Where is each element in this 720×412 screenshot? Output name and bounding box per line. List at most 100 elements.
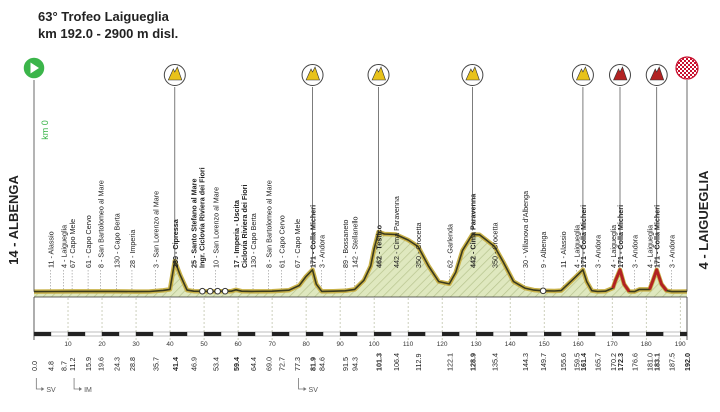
mountain-icon bbox=[649, 66, 665, 81]
km-zero-label: km 0 bbox=[40, 120, 50, 140]
checkered-flag-icon bbox=[675, 56, 699, 80]
km-label: 192.0 bbox=[683, 353, 692, 371]
km-label: 187.5 bbox=[668, 353, 677, 371]
scale-segment bbox=[544, 331, 562, 337]
waypoint-label: 9 - Albenga bbox=[539, 232, 548, 268]
waypoint-label: 3 - Andora bbox=[668, 235, 677, 268]
race-name: 63° Trofeo Laigueglia bbox=[38, 9, 169, 24]
waypoint-label: 61 - Capo Cervo bbox=[84, 215, 93, 268]
waypoint-label: 350 - Crocetta bbox=[491, 222, 500, 268]
waypoint-label: 171 - Colla Micheri bbox=[653, 205, 662, 268]
km-label: 181.0 bbox=[646, 353, 655, 371]
mountain-icon bbox=[613, 66, 628, 81]
km-label: 11.2 bbox=[68, 358, 77, 371]
waypoint-label: 4 - Laigueglia bbox=[572, 225, 581, 268]
scale-tick-label: 10 bbox=[64, 341, 72, 348]
scale-tick-label: 100 bbox=[369, 341, 380, 348]
scale-segment bbox=[322, 331, 341, 337]
waypoint-label: 67 - Capo Mele bbox=[68, 219, 77, 268]
scale-segment bbox=[237, 331, 256, 337]
km-label: 144.3 bbox=[521, 353, 530, 371]
scale-segment bbox=[629, 331, 647, 337]
waypoint-label-secondary: Ciclovia Riviera dei Fiori bbox=[240, 185, 249, 269]
scale-segment bbox=[84, 331, 103, 337]
profile-area bbox=[33, 229, 688, 297]
scale-segment bbox=[612, 331, 630, 337]
province-arrow bbox=[73, 378, 81, 390]
scale-segment bbox=[135, 331, 154, 337]
km-labels: 0.0 4.8 8.7 11.2 15.9 19.6 24.3 28.8 35.7 41.4 46.… bbox=[30, 353, 692, 371]
waypoint-label: 10 - San Lorenzo al Mare bbox=[212, 187, 221, 268]
climb-icons bbox=[163, 64, 668, 266]
cyclepath-marker bbox=[221, 287, 229, 295]
scale-segment bbox=[33, 331, 52, 337]
km-label: 46.9 bbox=[190, 357, 199, 371]
province-markers: SV IM SV bbox=[35, 378, 319, 394]
km-label: 4.8 bbox=[46, 361, 55, 371]
scale-tick-label: 90 bbox=[336, 341, 344, 348]
scale-segment bbox=[646, 331, 664, 337]
waypoint-label: 67 - Capo Mele bbox=[293, 219, 302, 268]
km-label: 122.1 bbox=[445, 353, 454, 371]
waypoint-label-secondary: Ingr. Ciclovia Riviera dei Fiori bbox=[198, 167, 207, 268]
km-label: 72.7 bbox=[277, 357, 286, 371]
waypoint-label: 8 - San Bartolomeo al Mare bbox=[97, 180, 106, 268]
km-label: 84.6 bbox=[318, 357, 327, 371]
waypoint-label: 130 - Capo Berta bbox=[249, 213, 258, 268]
km-label: 172.3 bbox=[616, 353, 625, 371]
waypoint-label: 442 - Cima Paravenna bbox=[468, 193, 477, 268]
scale-tick-label: 80 bbox=[302, 341, 310, 348]
scale-segment bbox=[118, 331, 137, 337]
scale-segment bbox=[305, 331, 324, 337]
scale-segment bbox=[509, 331, 528, 337]
km-label: 149.7 bbox=[539, 353, 548, 371]
mountain-icon bbox=[167, 66, 183, 81]
scale-segment bbox=[356, 331, 375, 337]
scale-tick-label: 20 bbox=[98, 341, 106, 348]
scale-segment bbox=[407, 331, 426, 337]
scale-tick-label: 70 bbox=[268, 341, 276, 348]
waypoint-label: 3 - Andora bbox=[594, 235, 603, 268]
scale-segment bbox=[390, 331, 409, 337]
scale-segment bbox=[561, 331, 579, 337]
km-label: 101.3 bbox=[375, 353, 384, 371]
waypoint-label: 4 - Laigueglia bbox=[609, 225, 618, 268]
scale-segment bbox=[663, 331, 681, 337]
scale-segment bbox=[339, 331, 358, 337]
circuit-segment bbox=[611, 268, 631, 293]
scale-segment bbox=[220, 331, 239, 337]
km-label: 8.7 bbox=[60, 361, 69, 371]
scale-segment bbox=[680, 331, 688, 337]
scale-tick-label: 170 bbox=[607, 341, 618, 348]
waypoint-label: 462 - Testico bbox=[375, 224, 384, 268]
km-label: 161.4 bbox=[579, 353, 588, 371]
waypoint-label: 350 - Crocetta bbox=[414, 222, 423, 268]
scale-segment bbox=[67, 331, 86, 337]
km-label: 128.9 bbox=[468, 353, 477, 371]
scale-segment bbox=[288, 331, 307, 337]
scale-tick-label: 140 bbox=[505, 341, 516, 348]
cyclepath-marker bbox=[199, 287, 206, 295]
waypoint-label: 17 - Imperia - Uscita bbox=[232, 199, 241, 268]
scale-segment bbox=[186, 331, 205, 337]
province-label: SV bbox=[309, 387, 319, 394]
province-label: SV bbox=[46, 387, 56, 394]
start-finish: 14 - ALBENGA km 0 4 - LAIGUEGLIA bbox=[6, 56, 711, 292]
km-label: 41.4 bbox=[171, 357, 180, 371]
scale-segment bbox=[101, 331, 120, 337]
distance-scale: 10 20 30 40 50 60 70 80 90 100 110 120 130 140 150 160 1… bbox=[33, 296, 688, 348]
scale-segment bbox=[271, 331, 290, 337]
race-title: 63° Trofeo Laigueglia km 192.0 - 2900 m … bbox=[38, 8, 178, 42]
scale-segment bbox=[169, 331, 188, 337]
km-label: 53.4 bbox=[212, 357, 221, 371]
start-label: 14 - ALBENGA bbox=[6, 174, 21, 264]
province-arrow-head bbox=[79, 387, 83, 391]
scale-segment bbox=[527, 331, 545, 337]
scale-tick-label: 180 bbox=[641, 341, 652, 348]
km-label: 69.0 bbox=[265, 357, 274, 371]
scale-tick-label: 160 bbox=[573, 341, 584, 348]
km-label: 183.1 bbox=[653, 353, 662, 371]
scale-segment bbox=[424, 331, 443, 337]
waypoint-label: 442 - Cima Paravenna bbox=[392, 196, 401, 268]
